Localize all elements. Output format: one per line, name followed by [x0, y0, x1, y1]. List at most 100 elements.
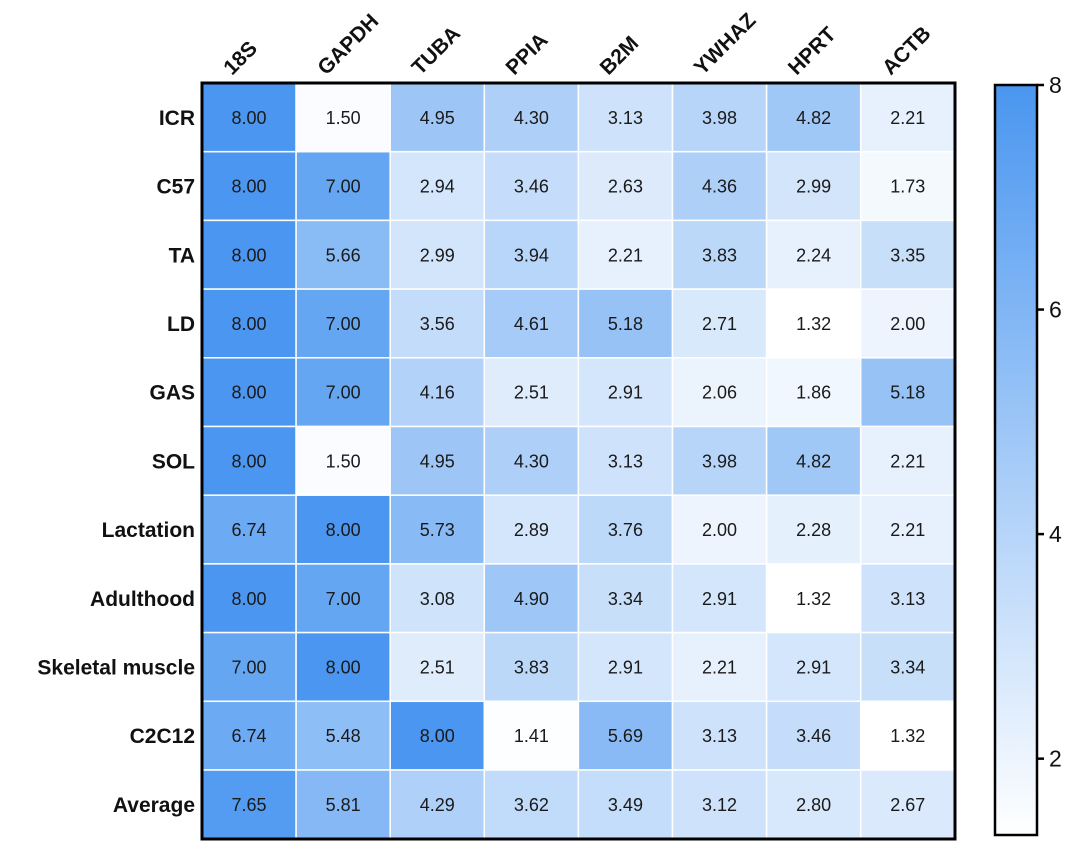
heatmap-cell: [671, 82, 768, 153]
colorbar: 2 4 6 8: [993, 72, 1062, 837]
cell-value-label: 2.91: [796, 657, 831, 677]
cell-value-label: 3.83: [702, 245, 737, 265]
heatmap-cell: [859, 631, 956, 703]
row-label: ICR: [159, 107, 195, 130]
row-label: Average: [113, 794, 195, 817]
cell-value-label: 1.32: [890, 726, 925, 746]
cell-value-label: 2.24: [796, 245, 831, 265]
heatmap-cell: [577, 700, 674, 771]
cell-value-label: 2.00: [702, 520, 737, 540]
row-label: GAS: [149, 382, 195, 405]
cell-value-label: 1.86: [796, 383, 831, 403]
cell-value-label: 2.71: [702, 314, 737, 334]
column-label: B2M: [596, 32, 644, 80]
cell-value-label: 5.69: [608, 726, 643, 746]
heatmap-cell: [577, 425, 674, 496]
cell-value-label: 2.51: [514, 383, 549, 403]
cell-value-label: 2.06: [702, 383, 737, 403]
heatmap-cell: [389, 494, 486, 565]
heatmap-cell: [201, 494, 297, 565]
cell-value-label: 5.73: [420, 520, 455, 540]
heatmap-cell: [483, 357, 580, 428]
heatmap-cell: [577, 357, 674, 428]
heatmap-cell: [483, 769, 580, 840]
cell-value-label: 1.73: [890, 177, 925, 197]
heatmap-cell: [483, 288, 580, 359]
cell-value-label: 3.46: [514, 177, 549, 197]
row-label: LD: [167, 313, 195, 336]
heatmap-cell: [389, 700, 486, 771]
cell-value-label: 8.00: [232, 245, 267, 265]
heatmap-cell: [389, 769, 486, 840]
cell-value-label: 3.12: [702, 795, 737, 815]
heatmap-cell: [859, 150, 956, 222]
heatmap-cell: [859, 82, 956, 153]
cell-value-label: 8.00: [232, 589, 267, 609]
cell-value-label: 2.21: [890, 520, 925, 540]
heatmap-cell: [295, 219, 391, 290]
colorbar-tick-label: 6: [1049, 297, 1062, 323]
cell-value-label: 6.74: [232, 726, 267, 746]
column-label: GAPDH: [313, 10, 383, 80]
cell-value-label: 4.36: [702, 177, 737, 197]
row-label: SOL: [152, 450, 195, 473]
cell-value-label: 7.00: [232, 657, 267, 677]
heatmap-cell: [295, 494, 391, 565]
heatmap-cell: [295, 631, 391, 703]
cell-value-label: 4.95: [420, 451, 455, 471]
heatmap-cell: [295, 425, 391, 496]
cell-value-label: 7.00: [326, 589, 361, 609]
cell-value-label: 7.00: [326, 314, 361, 334]
heatmap-cell: [483, 700, 580, 771]
cell-value-label: 2.91: [702, 589, 737, 609]
column-label: YWHAZ: [690, 9, 761, 80]
colorbar-tick-label: 8: [1049, 72, 1062, 98]
cell-value-label: 7.00: [326, 383, 361, 403]
heatmap-cell: [577, 288, 674, 359]
cell-value-label: 3.34: [608, 589, 643, 609]
heatmap-cell: [295, 769, 391, 840]
heatmap-cell: [859, 425, 956, 496]
heatmap-cell: [577, 631, 674, 703]
cell-value-label: 3.98: [702, 451, 737, 471]
heatmap-cell: [765, 357, 862, 428]
cell-value-label: 4.82: [796, 451, 831, 471]
cell-value-label: 8.00: [232, 177, 267, 197]
colorbar-tick-label: 4: [1049, 521, 1062, 547]
cell-value-label: 3.08: [420, 589, 455, 609]
cell-value-label: 5.18: [890, 383, 925, 403]
heatmap-cell: [671, 219, 768, 290]
cell-value-label: 2.21: [702, 657, 737, 677]
heatmap-cell: [201, 700, 297, 771]
cell-value-label: 2.67: [890, 795, 925, 815]
cell-value-label: 2.91: [608, 657, 643, 677]
heatmap-cell: [295, 700, 391, 771]
cell-value-label: 3.13: [702, 726, 737, 746]
cell-value-label: 5.81: [326, 795, 361, 815]
row-label: Adulthood: [90, 588, 195, 611]
heatmap-cells: 8.00 1.50 4.95 4.30 3.13 3.98 4.82 2.21 8.00 7.00…: [201, 82, 956, 840]
cell-value-label: 1.32: [796, 314, 831, 334]
cell-value-label: 4.30: [514, 451, 549, 471]
cell-value-label: 8.00: [326, 657, 361, 677]
column-label: TUBA: [407, 22, 465, 80]
cell-value-label: 7.65: [232, 795, 267, 815]
cell-value-label: 8.00: [232, 451, 267, 471]
colorbar-ticks: 2 4 6 8: [1037, 72, 1062, 772]
heatmap-cell: [671, 425, 768, 496]
cell-value-label: 2.89: [514, 520, 549, 540]
cell-value-label: 2.80: [796, 795, 831, 815]
cell-value-label: 2.91: [608, 383, 643, 403]
cell-value-label: 2.99: [420, 245, 455, 265]
heatmap-cell: [765, 494, 862, 565]
cell-value-label: 1.50: [326, 108, 361, 128]
cell-value-label: 5.18: [608, 314, 643, 334]
cell-value-label: 8.00: [232, 383, 267, 403]
cell-value-label: 1.32: [796, 589, 831, 609]
heatmap-cell: [577, 494, 674, 565]
heatmap-cell: [671, 700, 768, 771]
cell-value-label: 2.99: [796, 177, 831, 197]
heatmap-cell: [389, 631, 486, 703]
cell-value-label: 3.94: [514, 245, 549, 265]
cell-value-label: 3.13: [890, 589, 925, 609]
